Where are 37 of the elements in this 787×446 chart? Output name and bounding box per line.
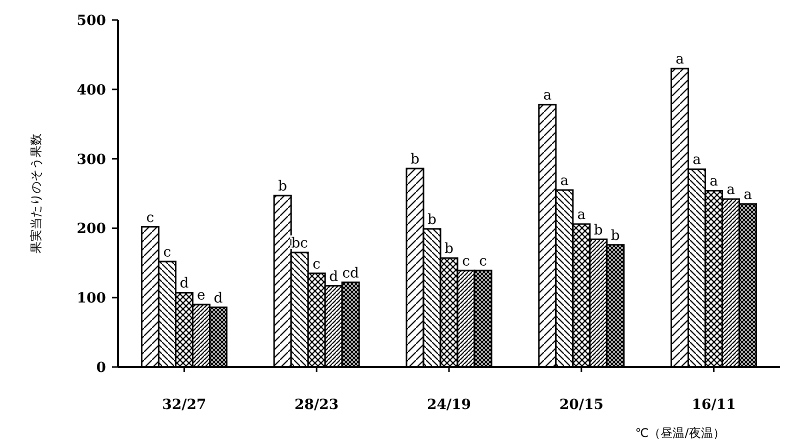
y-tick-label: 400: [76, 82, 106, 98]
y-tick-label: 300: [76, 152, 106, 168]
data-label: a: [560, 173, 569, 190]
y-tick-label: 500: [76, 13, 106, 29]
data-label: a: [710, 174, 718, 190]
data-label: c: [163, 244, 172, 261]
x-tick-label: 32/27: [162, 397, 206, 413]
data-label: e: [197, 288, 206, 304]
data-label: b: [410, 152, 420, 168]
data-label: b: [594, 222, 603, 238]
y-tick-label: 200: [76, 221, 106, 238]
data-label: cd: [342, 265, 360, 282]
data-label: a: [692, 152, 701, 168]
data-label: c: [479, 254, 488, 270]
data-label: a: [543, 88, 552, 104]
x-tick-label: 16/11: [692, 397, 736, 413]
data-label: a: [744, 186, 752, 203]
data-label: a: [676, 52, 684, 68]
data-label: b: [278, 178, 288, 195]
data-label: c: [146, 210, 154, 226]
data-label: d: [329, 268, 338, 285]
data-label: a: [577, 207, 586, 224]
x-axis-title: ℃（昼温/夜温）: [635, 426, 725, 440]
data-label: c: [462, 254, 470, 270]
data-label: d: [180, 276, 189, 292]
x-tick-label: 28/23: [294, 397, 339, 413]
y-tick-label: 100: [76, 290, 106, 307]
data-label: b: [444, 241, 454, 258]
data-label: a: [726, 182, 735, 198]
x-tick-label: 24/19: [426, 397, 472, 413]
data-label: b: [610, 228, 620, 244]
y-tick-label: 0: [96, 360, 106, 376]
data-label: b: [428, 212, 437, 228]
data-label: d: [214, 290, 223, 306]
data-label: c: [312, 256, 321, 272]
y-axis-title: 果実当たりのそう果数: [29, 134, 43, 254]
x-tick-label: 20/15: [559, 397, 604, 413]
